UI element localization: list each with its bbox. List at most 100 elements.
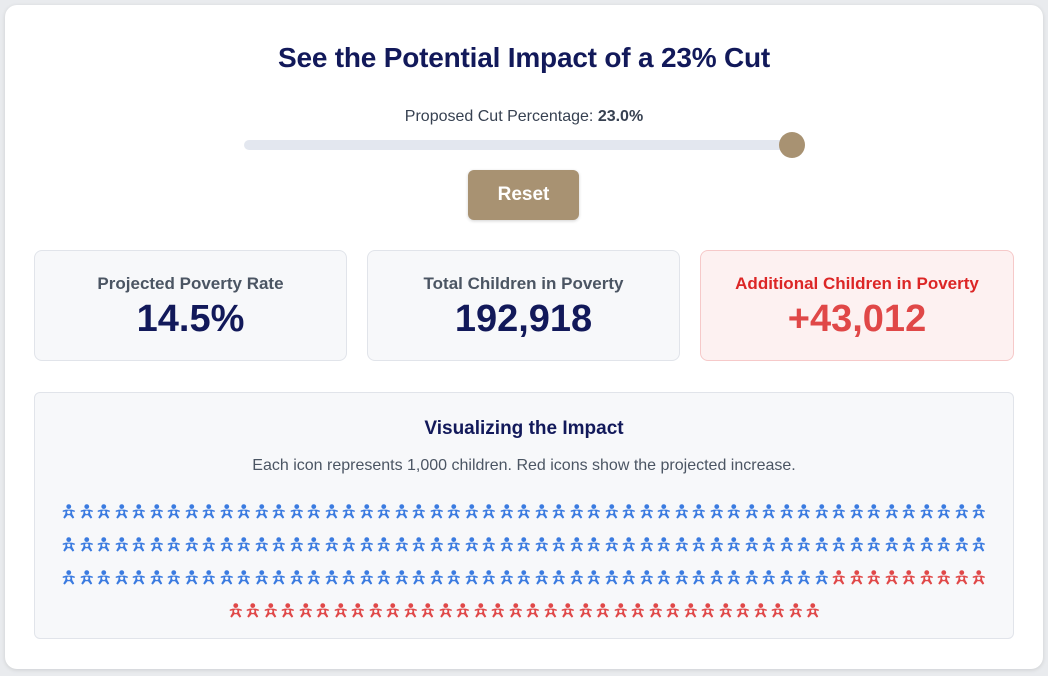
child-icon xyxy=(868,570,880,585)
child-icon xyxy=(325,570,338,585)
child-icon xyxy=(938,504,950,519)
child-icon xyxy=(666,603,679,618)
child-icon xyxy=(815,504,828,519)
child-icon xyxy=(605,570,618,585)
child-icon xyxy=(456,603,469,618)
child-icon xyxy=(596,603,609,618)
child-icon xyxy=(693,504,705,519)
child-icon xyxy=(623,504,635,519)
child-icon xyxy=(395,537,408,552)
child-icon xyxy=(369,603,382,618)
child-icon xyxy=(483,537,495,552)
child-icon xyxy=(98,570,110,585)
child-icon xyxy=(255,504,268,519)
child-icon xyxy=(675,504,688,519)
child-icon xyxy=(553,504,565,519)
child-icon xyxy=(133,504,145,519)
child-icon xyxy=(579,603,592,618)
child-icon xyxy=(973,504,985,519)
slider-thumb[interactable] xyxy=(778,132,805,158)
child-icon xyxy=(693,537,705,552)
child-icon xyxy=(168,537,180,552)
child-icon xyxy=(955,570,968,585)
child-icon xyxy=(605,504,618,519)
child-icon xyxy=(754,603,767,618)
cut-percentage-slider[interactable] xyxy=(244,132,805,158)
child-icon xyxy=(220,537,233,552)
slider-label-text: Proposed Cut Percentage: xyxy=(404,108,594,125)
child-icon xyxy=(684,603,697,618)
child-icon xyxy=(833,537,845,552)
child-icon xyxy=(903,570,915,585)
child-icon xyxy=(623,537,635,552)
child-icon xyxy=(98,504,110,519)
child-icon xyxy=(203,504,215,519)
stat-card-poverty-rate: Projected Poverty Rate 14.5% xyxy=(34,250,347,361)
reset-button[interactable]: Reset xyxy=(468,170,579,220)
child-icon xyxy=(526,603,539,618)
child-icon xyxy=(246,603,259,618)
child-icon xyxy=(955,537,968,552)
child-icon xyxy=(448,570,460,585)
child-icon xyxy=(255,570,268,585)
child-icon xyxy=(868,537,880,552)
child-icon xyxy=(833,504,845,519)
child-icon xyxy=(920,570,933,585)
child-icon xyxy=(745,537,758,552)
child-icon xyxy=(220,570,233,585)
child-icon xyxy=(133,570,145,585)
child-icon xyxy=(710,570,723,585)
child-icon xyxy=(264,603,277,618)
child-icon xyxy=(360,504,373,519)
child-icon xyxy=(150,570,163,585)
child-icon xyxy=(938,570,950,585)
child-icon xyxy=(168,504,180,519)
child-icon xyxy=(386,603,399,618)
stat-card-total-children: Total Children in Poverty 192,918 xyxy=(367,250,680,361)
child-icon xyxy=(281,603,294,618)
child-icon xyxy=(115,504,128,519)
child-icon xyxy=(378,504,390,519)
child-icon xyxy=(439,603,452,618)
child-icon xyxy=(833,570,845,585)
child-icon xyxy=(63,570,75,585)
child-icon xyxy=(465,537,478,552)
child-icon xyxy=(850,504,863,519)
child-icon xyxy=(701,603,714,618)
child-icon xyxy=(343,570,355,585)
child-icon xyxy=(798,504,810,519)
stat-label: Total Children in Poverty xyxy=(423,274,624,293)
child-icon xyxy=(955,504,968,519)
child-icon xyxy=(745,504,758,519)
child-icon xyxy=(763,504,775,519)
child-icon xyxy=(500,537,513,552)
child-icon xyxy=(920,537,933,552)
child-icon xyxy=(133,537,145,552)
child-icon xyxy=(308,504,320,519)
child-icon xyxy=(736,603,749,618)
child-icon xyxy=(605,537,618,552)
child-icon xyxy=(535,504,548,519)
child-icon xyxy=(780,504,793,519)
child-icon xyxy=(771,603,784,618)
child-icon xyxy=(693,570,705,585)
child-icon xyxy=(430,570,443,585)
child-icon xyxy=(150,504,163,519)
child-icon xyxy=(553,537,565,552)
child-icon xyxy=(395,504,408,519)
child-icon xyxy=(255,537,268,552)
child-icon xyxy=(316,603,329,618)
child-icon xyxy=(903,504,915,519)
child-icon xyxy=(780,570,793,585)
child-icon xyxy=(238,504,250,519)
child-icon xyxy=(815,537,828,552)
child-icon xyxy=(623,570,635,585)
child-icon xyxy=(570,537,583,552)
child-icon xyxy=(518,537,530,552)
child-icon xyxy=(404,603,417,618)
child-icon xyxy=(421,603,434,618)
child-icon xyxy=(238,537,250,552)
child-icon xyxy=(798,537,810,552)
child-icon xyxy=(465,504,478,519)
child-icon xyxy=(518,504,530,519)
